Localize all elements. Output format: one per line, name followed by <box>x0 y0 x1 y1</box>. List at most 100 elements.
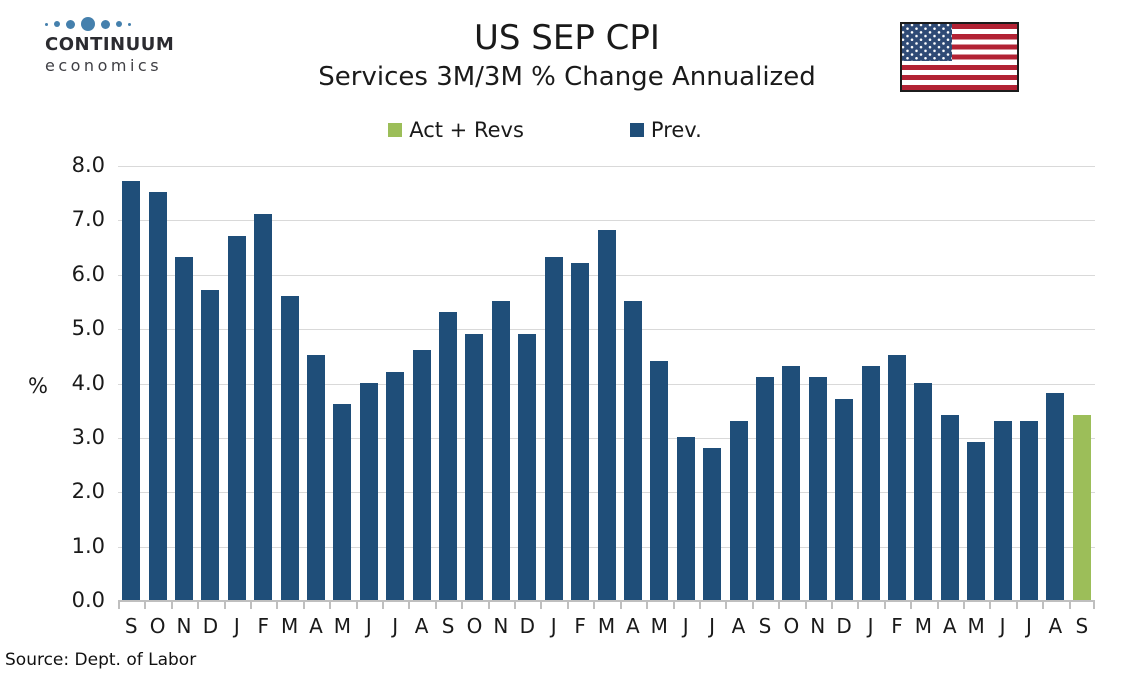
bar <box>782 366 801 600</box>
bar <box>148 192 167 600</box>
x-tick-mark <box>118 602 120 609</box>
x-tick-label: S <box>124 614 138 638</box>
source-note: Source: Dept. of Labor <box>5 650 197 670</box>
title-block: US SEP CPI Services 3M/3M % Change Annua… <box>0 18 1134 92</box>
bar <box>122 181 141 600</box>
bar <box>465 333 484 600</box>
x-tick-mark <box>144 602 147 609</box>
y-tick-label: 1.0 <box>71 533 105 558</box>
bar <box>491 300 510 600</box>
x-tick-label: A <box>626 614 640 638</box>
x-tick-label: F <box>574 614 586 638</box>
bar <box>914 382 933 600</box>
gridline <box>118 166 1095 167</box>
bar <box>623 300 642 600</box>
logo-dot <box>54 21 60 27</box>
bar <box>280 295 299 600</box>
x-tick-label: N <box>810 614 826 638</box>
x-tick-label: D <box>836 614 852 638</box>
bar <box>201 290 220 600</box>
logo-dot <box>128 22 131 26</box>
x-tick-mark <box>830 602 833 609</box>
gridline <box>118 220 1095 222</box>
x-tick-label: J <box>365 614 372 638</box>
bar <box>887 355 906 600</box>
x-tick-mark <box>276 602 279 609</box>
legend-item-prev: Prev. <box>629 118 702 142</box>
x-tick-label: J <box>392 614 399 638</box>
x-tick-mark <box>936 602 939 609</box>
logo-dots-icon <box>45 16 185 32</box>
x-tick-label: S <box>441 614 455 638</box>
x-tick-label: J <box>709 614 716 638</box>
bar <box>227 235 246 600</box>
y-tick-label: 6.0 <box>71 261 105 286</box>
logo-dot <box>81 17 95 31</box>
x-tick-mark <box>1068 602 1071 609</box>
y-tick-label: 3.0 <box>71 424 105 449</box>
chart-legend: Act + Revs Prev. <box>0 118 1090 142</box>
legend-label-act-revs: Act + Revs <box>409 118 524 142</box>
x-tick-mark <box>408 602 411 609</box>
bar <box>940 415 959 600</box>
x-tick-mark <box>751 602 754 609</box>
x-tick-label: D <box>519 614 535 638</box>
logo-dot <box>101 19 110 29</box>
bar <box>967 442 986 600</box>
x-tick-mark <box>434 602 437 609</box>
x-tick-label: M <box>280 614 299 638</box>
bar <box>861 366 880 600</box>
bar <box>359 382 378 600</box>
x-tick-mark <box>804 602 807 609</box>
x-tick-label: O <box>466 614 483 638</box>
y-tick-label: 7.0 <box>71 207 105 232</box>
x-tick-label: M <box>650 614 668 638</box>
legend-label-prev: Prev. <box>650 118 702 142</box>
logo-name: CONTINUUM <box>45 34 175 55</box>
y-tick-label: 0.0 <box>71 588 105 612</box>
x-tick-mark <box>778 602 781 609</box>
logo-tagline: economics <box>45 56 163 75</box>
legend-swatch-act-revs-icon <box>388 123 403 137</box>
x-tick-mark <box>250 602 253 609</box>
chart-subtitle: Services 3M/3M % Change Annualized <box>318 62 816 92</box>
x-tick-label: S <box>1075 614 1089 638</box>
x-tick-mark <box>910 602 913 609</box>
bar <box>175 257 193 600</box>
x-tick-label: O <box>149 614 166 638</box>
bar <box>1019 420 1038 600</box>
x-tick-mark <box>989 602 992 609</box>
bar <box>993 420 1012 600</box>
bar <box>1046 393 1065 600</box>
logo-dot <box>66 19 75 29</box>
x-tick-label: F <box>257 614 269 638</box>
x-tick-label: O <box>783 614 800 638</box>
x-tick-label: M <box>597 614 616 638</box>
x-tick-mark <box>355 602 358 609</box>
continuum-economics-logo: CONTINUUM economics <box>45 16 185 75</box>
bar <box>676 436 695 600</box>
x-tick-label: D <box>202 614 219 638</box>
us-flag-icon <box>900 22 1019 92</box>
logo-dot <box>116 21 122 27</box>
bar <box>386 371 405 600</box>
logo-dot <box>45 22 48 26</box>
bar <box>755 377 774 600</box>
bar <box>808 377 827 600</box>
x-tick-mark <box>302 602 305 609</box>
x-tick-mark <box>382 602 385 609</box>
x-tick-mark <box>461 602 464 609</box>
x-tick-label: M <box>914 614 932 638</box>
bar <box>729 420 748 600</box>
us-flag-canton <box>902 24 952 61</box>
bar <box>571 262 590 600</box>
bar <box>518 333 537 600</box>
legend-item-act-revs: Act + Revs <box>388 118 524 142</box>
x-tick-mark <box>514 602 517 609</box>
y-tick-label: 4.0 <box>71 370 105 395</box>
x-tick-mark <box>646 602 649 609</box>
x-tick-label: A <box>414 614 429 638</box>
x-tick-label: S <box>758 614 772 638</box>
